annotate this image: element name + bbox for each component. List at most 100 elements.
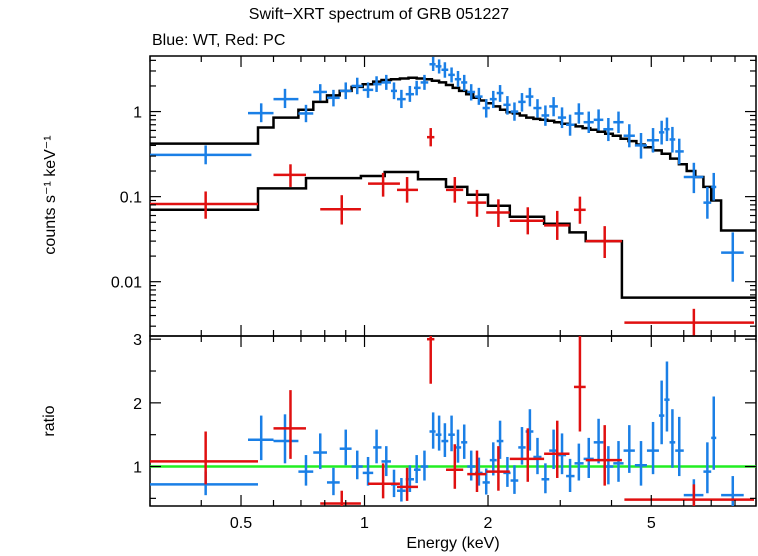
data-point-wt: [396, 477, 406, 502]
data-point-pc: [509, 428, 545, 482]
data-point-wt: [623, 124, 635, 148]
series-pc: [150, 128, 755, 336]
data-point-wt: [273, 414, 299, 464]
y-tick-label: 3: [133, 332, 142, 349]
data-point-wt: [429, 56, 436, 71]
data-point-wt: [711, 396, 717, 470]
data-point-wt: [583, 111, 594, 133]
data-point-wt: [298, 104, 314, 123]
data-point-wt: [351, 450, 363, 480]
data-point-wt: [603, 118, 614, 142]
data-point-pc: [624, 308, 755, 336]
data-point-wt: [461, 424, 468, 459]
data-point-pc: [368, 463, 400, 499]
data-point-pc: [150, 431, 258, 485]
chart-subtitle: Blue: WT, Red: PC: [152, 32, 286, 49]
data-point-wt: [273, 88, 299, 109]
data-point-wt: [298, 455, 314, 486]
data-point-wt: [669, 126, 676, 153]
data-point-wt: [634, 441, 647, 486]
data-point-wt: [405, 85, 414, 102]
data-point-wt: [489, 90, 497, 109]
data-point-wt: [658, 380, 665, 445]
data-point-wt: [593, 109, 604, 131]
data-point-wt: [703, 442, 712, 494]
data-point-wt: [503, 96, 511, 115]
data-point-wt: [313, 433, 327, 470]
data-point-wt: [413, 80, 421, 96]
x-tick-label: 2: [484, 515, 493, 532]
data-point-pc: [573, 336, 586, 432]
data-point-pc: [396, 467, 418, 501]
x-ticks: [149, 336, 757, 506]
data-point-wt: [150, 471, 258, 496]
data-point-wt: [454, 70, 462, 87]
data-point-wt: [441, 423, 449, 457]
plot-frame: [149, 55, 757, 337]
data-point-wt: [373, 429, 382, 464]
data-point-wt: [658, 120, 665, 145]
data-point-wt: [634, 132, 647, 159]
data-point-wt: [566, 114, 575, 136]
data-point-pc: [544, 210, 570, 240]
data-point-wt: [381, 446, 391, 477]
data-point-pc: [273, 164, 306, 187]
data-point-pc: [585, 425, 622, 486]
data-point-wt: [248, 415, 274, 461]
data-point-wt: [489, 442, 497, 476]
data-point-pc: [396, 177, 418, 203]
data-point-wt: [496, 420, 504, 459]
data-point-wt: [475, 87, 483, 105]
series-wt: [150, 56, 744, 282]
data-point-wt: [482, 99, 490, 118]
data-point-wt: [721, 232, 744, 282]
data-point-wt: [435, 415, 442, 451]
model-step-pc: [150, 170, 756, 299]
data-point-wt: [574, 443, 584, 481]
data-point-wt: [420, 74, 429, 90]
data-point-wt: [467, 450, 476, 481]
data-point-wt: [448, 415, 455, 452]
series-pc: [150, 336, 755, 506]
data-point-pc: [320, 195, 361, 225]
plot-frame: [149, 335, 757, 507]
data-point-wt: [467, 84, 476, 101]
data-point-pc: [426, 128, 435, 147]
data-point-wt: [623, 425, 635, 473]
data-point-wt: [549, 97, 558, 117]
data-point-wt: [339, 429, 352, 466]
data-point-wt: [448, 67, 455, 83]
data-point-wt: [566, 458, 575, 492]
data-point-wt: [711, 172, 717, 201]
y-tick-label: 2: [133, 396, 142, 413]
data-point-wt: [326, 467, 340, 496]
data-point-wt: [390, 82, 397, 100]
y-tick-label: 1: [133, 105, 142, 122]
data-point-wt: [420, 450, 429, 481]
y-tick-label: 1: [133, 460, 142, 477]
x-tick-label: 1: [360, 515, 369, 532]
data-point-wt: [664, 117, 670, 142]
data-point-pc: [467, 189, 487, 217]
data-point-pc: [544, 420, 570, 478]
data-point-wt: [248, 103, 274, 123]
data-point-wt: [683, 162, 704, 194]
data-point-wt: [396, 89, 406, 109]
data-point-pc: [446, 444, 464, 489]
data-point-wt: [675, 138, 684, 165]
data-point-wt: [461, 74, 468, 91]
spectrum-panel: 1 0.1 0.01: [111, 55, 757, 337]
data-point-wt: [326, 89, 340, 107]
series-wt: [150, 361, 744, 506]
data-point-wt: [583, 437, 594, 478]
data-point-pc: [486, 199, 510, 227]
data-point-pc: [585, 226, 622, 258]
data-point-pc: [446, 177, 464, 203]
y-ticks: [150, 338, 756, 499]
data-point-pc: [150, 191, 258, 219]
y-tick-label: 0.01: [111, 275, 142, 292]
data-point-wt: [533, 437, 542, 475]
chart-title: Swift−XRT spectrum of GRB 051227: [248, 6, 510, 23]
data-point-wt: [496, 85, 504, 102]
